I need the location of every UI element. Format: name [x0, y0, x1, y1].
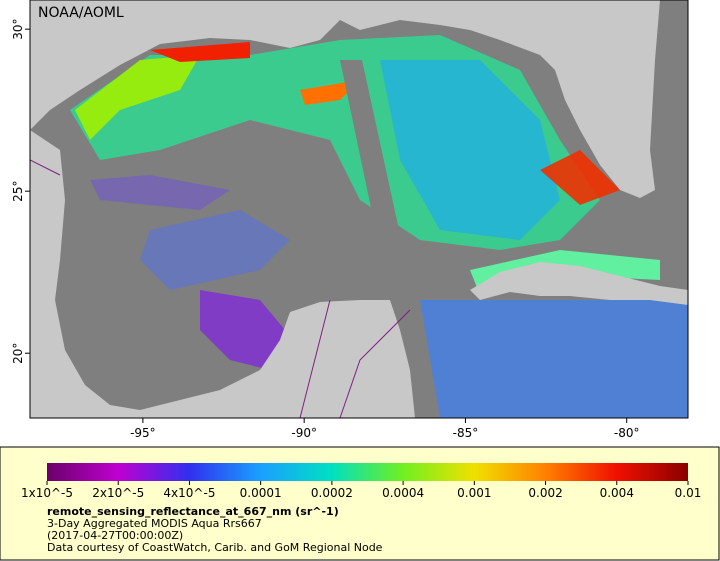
patch-red — [540, 150, 620, 205]
map-frame — [29, 0, 689, 419]
colorbar-tick-label: 0.0001 — [240, 486, 282, 500]
colorbar-tick-label: 0.0002 — [311, 486, 353, 500]
colorbar — [47, 463, 688, 481]
x-tick-label: -80° — [614, 426, 640, 440]
caption-credit: Data courtesy of CoastWatch, Carib. and … — [47, 541, 383, 554]
colorbar-tick-label: 4x10^-5 — [163, 486, 215, 500]
patch-orange — [300, 80, 360, 105]
patch-blue — [420, 300, 688, 418]
patch-red — [150, 42, 250, 62]
patch-purple — [90, 175, 230, 210]
x-tick-label: -95° — [130, 426, 156, 440]
patch-purple — [200, 290, 285, 370]
colorbar-tick-label: 1x10^-5 — [21, 486, 73, 500]
colorbar-tick-label: 0.002 — [528, 486, 562, 500]
colorbar-tick-label: 0.0004 — [382, 486, 424, 500]
caption-product: 3-Day Aggregated MODIS Aqua Rrs667 — [47, 517, 262, 530]
land-cuba — [470, 262, 688, 305]
colorbar-tick-label: 0.01 — [675, 486, 702, 500]
patch-blue — [140, 210, 290, 290]
patch-yellowgreen — [75, 55, 200, 140]
axes: -95° -90° -85° -80° 20° 25° 30° — [11, 19, 640, 440]
border — [30, 159, 411, 418]
colorbar-tick-label: 0.004 — [600, 486, 634, 500]
watermark: NOAA/AOML — [38, 5, 124, 21]
y-tick-label: 30° — [11, 19, 25, 40]
colorbar-tick-label: 0.001 — [457, 486, 491, 500]
patch-cyan — [380, 60, 560, 240]
x-tick-label: -90° — [291, 426, 317, 440]
colorbar-ticks: 1x10^-5 2x10^-5 4x10^-5 0.0001 0.0002 0.0004 0… — [21, 481, 701, 500]
y-tick-label: 20° — [11, 343, 25, 364]
caption-time: (2017-04-27T00:00:00Z) — [47, 529, 183, 542]
swath-gap — [340, 60, 440, 418]
y-tick-label: 25° — [11, 181, 25, 202]
x-tick-label: -85° — [453, 426, 479, 440]
land-us — [30, 0, 660, 198]
caption-variable: remote_sensing_reflectance_at_667_nm (sr… — [47, 505, 339, 518]
colorbar-tick-label: 2x10^-5 — [92, 486, 144, 500]
map — [30, 0, 688, 418]
